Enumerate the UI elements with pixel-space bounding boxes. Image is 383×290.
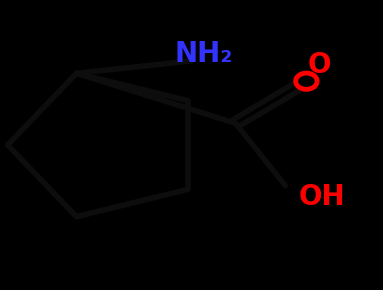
Circle shape — [296, 73, 317, 89]
Text: NH₂: NH₂ — [174, 40, 232, 68]
Text: O: O — [308, 51, 332, 79]
Text: OH: OH — [299, 183, 345, 211]
